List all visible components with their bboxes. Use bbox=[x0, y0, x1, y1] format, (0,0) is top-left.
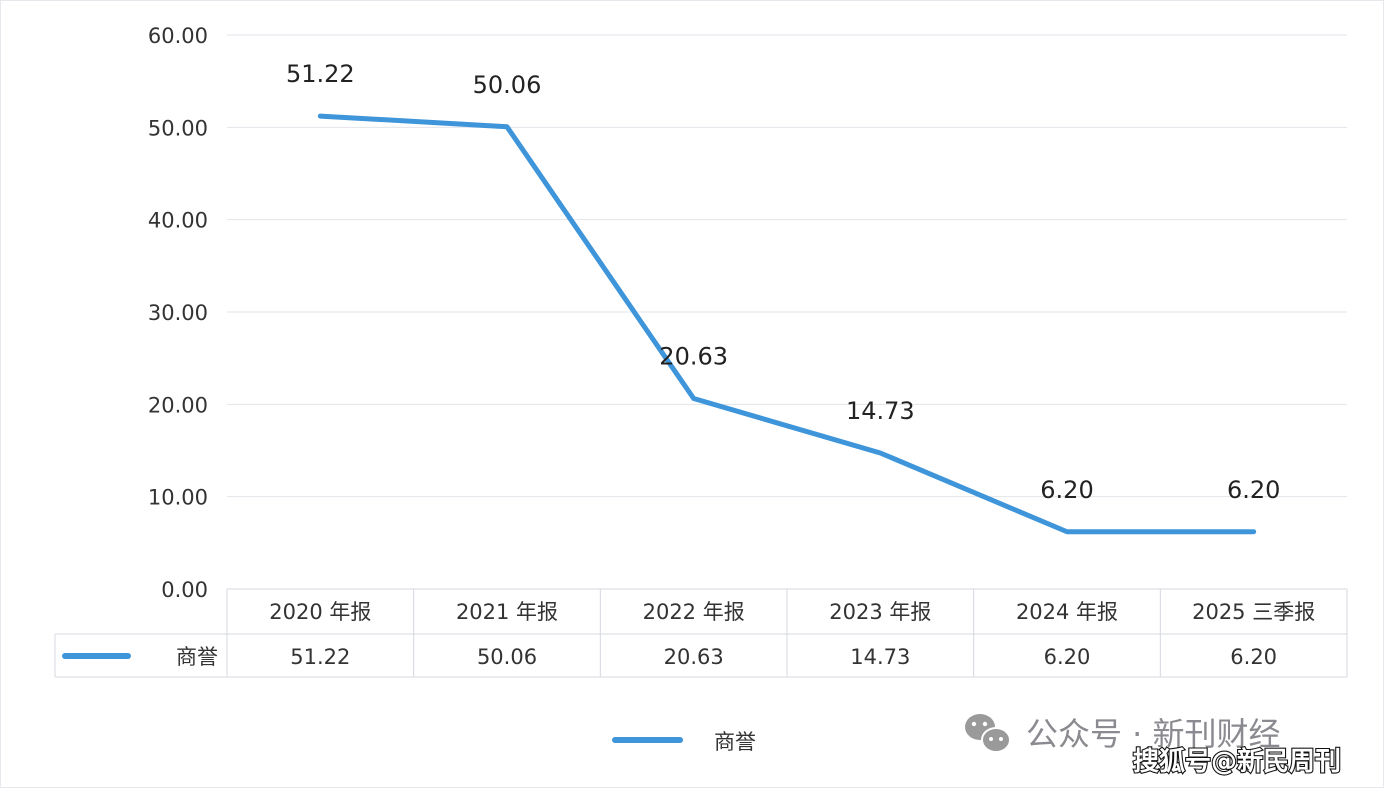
x-category-label: 2024 年报 bbox=[1016, 600, 1118, 624]
data-label: 20.63 bbox=[659, 343, 728, 371]
table-value: 14.73 bbox=[850, 645, 910, 669]
table-value: 6.20 bbox=[1044, 645, 1091, 669]
sohu-watermark: 搜狐号@新民周刊 bbox=[1133, 746, 1341, 777]
data-labels: 51.22 50.06 20.63 14.73 6.20 6.20 bbox=[286, 60, 1280, 532]
wechat-watermark: 公众号 · 新刊财经 bbox=[1026, 715, 1281, 753]
data-label: 51.22 bbox=[286, 60, 355, 88]
legend: 商誉 bbox=[612, 730, 756, 754]
y-tick-label: 40.00 bbox=[148, 209, 208, 233]
y-tick-label: 30.00 bbox=[148, 301, 208, 325]
y-axis: 0.00 10.00 20.00 30.00 40.00 50.00 60.00 bbox=[148, 24, 208, 602]
table-value: 51.22 bbox=[290, 645, 350, 669]
table-series-name: 商誉 bbox=[176, 645, 218, 669]
table-value: 6.20 bbox=[1230, 645, 1277, 669]
table-value: 50.06 bbox=[477, 645, 537, 669]
data-label: 6.20 bbox=[1040, 476, 1093, 504]
series-line bbox=[317, 113, 1257, 535]
x-category-label: 2022 年报 bbox=[643, 600, 745, 624]
legend-label: 商誉 bbox=[714, 730, 756, 754]
data-label: 50.06 bbox=[473, 71, 542, 99]
x-category-label: 2021 年报 bbox=[456, 600, 558, 624]
data-label: 6.20 bbox=[1227, 476, 1280, 504]
x-category-label: 2020 年报 bbox=[269, 600, 371, 624]
wechat-icon bbox=[965, 714, 1011, 753]
y-tick-label: 0.00 bbox=[161, 578, 208, 602]
watermark: 公众号 · 新刊财经 搜狐号@新民周刊 bbox=[965, 714, 1342, 778]
y-tick-label: 10.00 bbox=[148, 486, 208, 510]
data-label: 14.73 bbox=[846, 397, 915, 425]
data-table: 2020 年报 51.22 2021 年报 50.06 2022 年报 20.63 2023… bbox=[54, 588, 1348, 678]
gridlines bbox=[227, 34, 1347, 498]
y-tick-label: 20.00 bbox=[148, 393, 208, 417]
x-category-label: 2025 三季报 bbox=[1192, 600, 1315, 624]
x-category-label: 2023 年报 bbox=[829, 600, 931, 624]
table-value: 20.63 bbox=[664, 645, 724, 669]
y-tick-label: 50.00 bbox=[148, 116, 208, 140]
y-tick-label: 60.00 bbox=[148, 24, 208, 48]
